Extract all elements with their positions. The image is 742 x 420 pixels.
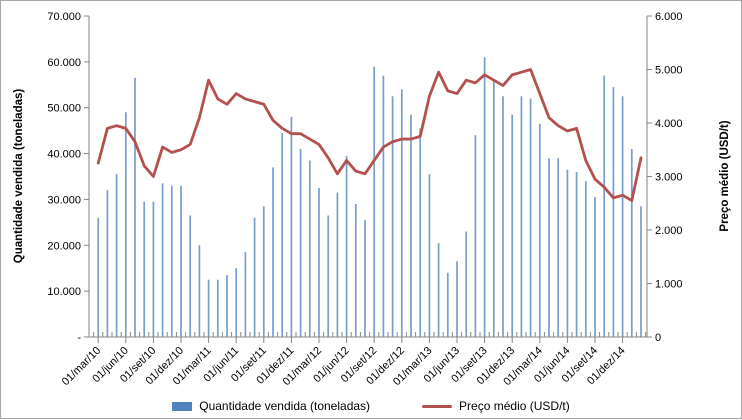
y-right-tick-labels: 6.000 5.000 4.000 3.000 2.000 1.000 0	[655, 11, 683, 344]
y-right-tick-label: 0	[655, 332, 661, 344]
y-right-tick-label: 5.000	[655, 65, 683, 77]
y-left-tick-label: 30.000	[47, 194, 81, 206]
y-left-tick-label: 40.000	[47, 149, 81, 161]
legend-label-quantity: Quantidade vendida (toneladas)	[199, 399, 371, 413]
y-right-tick-label: 4.000	[655, 118, 683, 130]
y-right-tick-label: 6.000	[655, 11, 683, 23]
price-line	[96, 68, 643, 202]
x-tick-labels: 01/mar/1001/jun/1001/set/1001/dez/1001/m…	[60, 345, 628, 389]
y-right-tick-label: 2.000	[655, 225, 683, 237]
y-left-tick-label: 50.000	[47, 103, 81, 115]
bar-swatch-icon	[172, 401, 193, 411]
y-left-tick-label: -	[77, 332, 81, 344]
right-axis-title: Preço médio (USD/t)	[719, 120, 731, 232]
legend-item-price: Preço médio (USD/t)	[422, 399, 570, 413]
axes	[84, 15, 652, 343]
y-left-tick-labels: 70.000 60.000 50.000 40.000 30.000 20.000 10.0…	[47, 11, 81, 344]
legend: Quantidade vendida (toneladas) Preço méd…	[1, 399, 741, 413]
y-left-tick-label: 10.000	[47, 286, 81, 298]
y-right-tick-label: 1.000	[655, 279, 683, 291]
y-left-tick-label: 70.000	[47, 11, 81, 23]
legend-label-price: Preço médio (USD/t)	[459, 399, 570, 413]
left-axis-title: Quantidade vendida (toneladas)	[13, 88, 25, 264]
bars-series	[97, 57, 642, 337]
line-swatch-icon	[422, 404, 453, 408]
y-left-tick-label: 60.000	[47, 57, 81, 69]
legend-item-quantity: Quantidade vendida (toneladas)	[172, 399, 370, 413]
y-left-tick-label: 20.000	[47, 240, 81, 252]
y-right-tick-label: 3.000	[655, 172, 683, 184]
